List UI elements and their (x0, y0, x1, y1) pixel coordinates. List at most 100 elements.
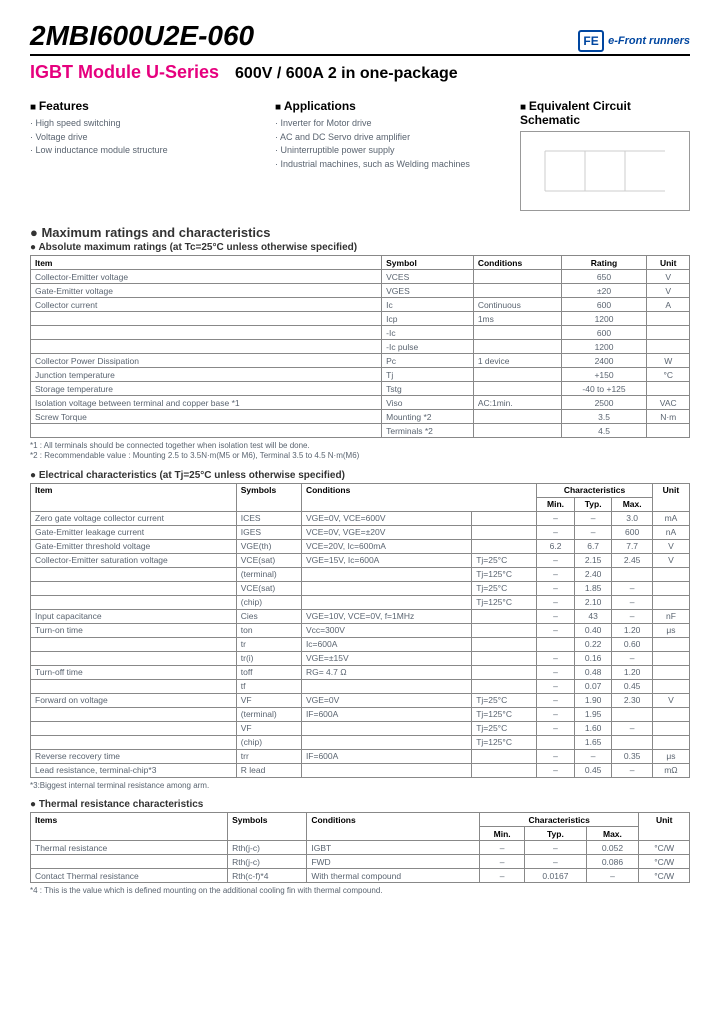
table-row: tr(i)VGE=±15V–0.16– (31, 651, 690, 665)
header-row: 2MBI600U2E-060 FE e-Front runners (30, 20, 690, 56)
max-ratings-footnote: *1 : All terminals should be connected t… (30, 441, 690, 462)
table-cell (652, 595, 689, 609)
table-row: (chip)Tj=125°C1.65 (31, 735, 690, 749)
series-title: IGBT Module U-Series (30, 62, 219, 83)
table-cell (652, 679, 689, 693)
table-cell (301, 567, 471, 581)
table-cell (473, 424, 561, 438)
table-cell: 1ms (473, 312, 561, 326)
spec-line: 600V / 600A 2 in one-package (235, 65, 458, 83)
table-cell: °C/W (639, 869, 690, 883)
table-cell: Tj=125°C (472, 567, 537, 581)
table-cell: Rth(j-c) (228, 855, 307, 869)
table-cell (31, 637, 237, 651)
table-cell: Junction temperature (31, 368, 382, 382)
table-cell: VCE=0V, VGE=±20V (301, 525, 471, 539)
table-cell (31, 651, 237, 665)
table-cell: Gate-Emitter voltage (31, 284, 382, 298)
table-cell (472, 539, 537, 553)
table-cell: – (537, 749, 575, 763)
features-list: High speed switching Voltage drive Low i… (30, 117, 263, 158)
table-cell: 1.20 (612, 623, 653, 637)
abs-max-title: Absolute maximum ratings (at Tc=25°C unl… (30, 242, 690, 253)
table-cell: -Ic (382, 326, 474, 340)
table-cell: nA (652, 525, 689, 539)
feature-item: High speed switching (30, 117, 263, 131)
table-row: Forward on voltageVFVGE=0VTj=25°C–1.902.… (31, 693, 690, 707)
table-row: Junction temperatureTj+150°C (31, 368, 690, 382)
table-cell (652, 651, 689, 665)
table-cell: 2500 (561, 396, 647, 410)
table-cell: Ic (382, 298, 474, 312)
table-cell: (chip) (236, 735, 301, 749)
table-cell: Rth(c-f)*4 (228, 869, 307, 883)
table-cell: 1.20 (612, 665, 653, 679)
table-cell: 0.48 (574, 665, 612, 679)
table-cell: Mounting *2 (382, 410, 474, 424)
table-cell: V (647, 270, 690, 284)
table-row: Storage temperatureTstg-40 to +125 (31, 382, 690, 396)
table-row: tf–0.070.45 (31, 679, 690, 693)
table-cell: 2400 (561, 354, 647, 368)
features-col: Features High speed switching Voltage dr… (30, 99, 263, 211)
table-cell: – (537, 525, 575, 539)
table-cell: ±20 (561, 284, 647, 298)
table-cell (473, 382, 561, 396)
feature-item: Low inductance module structure (30, 144, 263, 158)
table-cell: mΩ (652, 763, 689, 777)
table-header-row: Item Symbols Conditions Characteristics … (31, 483, 690, 497)
table-row: Gate-Emitter leakage currentIGESVCE=0V, … (31, 525, 690, 539)
table-cell: – (537, 763, 575, 777)
table-cell: – (537, 511, 575, 525)
table-cell (472, 763, 537, 777)
table-cell: VCES (382, 270, 474, 284)
col-typ: Typ. (525, 827, 586, 841)
table-cell (473, 270, 561, 284)
table-cell: 0.086 (586, 855, 639, 869)
table-cell: °C/W (639, 841, 690, 855)
schematic-diagram-icon (520, 131, 690, 211)
table-cell: 6.7 (574, 539, 612, 553)
table-row: Collector-Emitter voltageVCES650V (31, 270, 690, 284)
table-cell: VGE=10V, VCE=0V, f=1MHz (301, 609, 471, 623)
table-cell: 2.45 (612, 553, 653, 567)
table-cell: V (652, 539, 689, 553)
table-cell: Tj=125°C (472, 707, 537, 721)
table-cell (472, 511, 537, 525)
table-cell (473, 326, 561, 340)
table-cell: – (574, 525, 612, 539)
table-cell: – (537, 707, 575, 721)
table-cell: – (537, 693, 575, 707)
max-ratings-title: Maximum ratings and characteristics (30, 225, 690, 240)
table-cell: (terminal) (236, 567, 301, 581)
table-cell (472, 525, 537, 539)
table-cell (301, 581, 471, 595)
table-cell: VGE=±15V (301, 651, 471, 665)
table-cell: – (537, 567, 575, 581)
table-cell: 0.07 (574, 679, 612, 693)
table-cell: toff (236, 665, 301, 679)
col-characteristics: Characteristics (479, 813, 638, 827)
table-row: VFTj=25°C–1.60– (31, 721, 690, 735)
table-cell: Storage temperature (31, 382, 382, 396)
table-cell: Collector Power Dissipation (31, 354, 382, 368)
table-cell: FWD (307, 855, 480, 869)
table-cell: IGES (236, 525, 301, 539)
table-cell (612, 567, 653, 581)
col-item: Item (31, 483, 237, 511)
table-cell: (chip) (236, 595, 301, 609)
table-row: Zero gate voltage collector currentICESV… (31, 511, 690, 525)
table-cell: Lead resistance, terminal-chip*3 (31, 763, 237, 777)
schematic-heading: Equivalent Circuit Schematic (520, 99, 690, 127)
table-cell: Ic=600A (301, 637, 471, 651)
table-cell: 0.45 (574, 763, 612, 777)
thermal-footnote: *4 : This is the value which is defined … (30, 886, 690, 896)
table-cell: Continuous (473, 298, 561, 312)
table-cell: ton (236, 623, 301, 637)
table-cell: – (537, 609, 575, 623)
table-cell: °C (647, 368, 690, 382)
table-cell: nF (652, 609, 689, 623)
table-cell: – (537, 679, 575, 693)
elec-footnote: *3:Biggest internal terminal resistance … (30, 781, 690, 791)
col-characteristics: Characteristics (537, 483, 653, 497)
